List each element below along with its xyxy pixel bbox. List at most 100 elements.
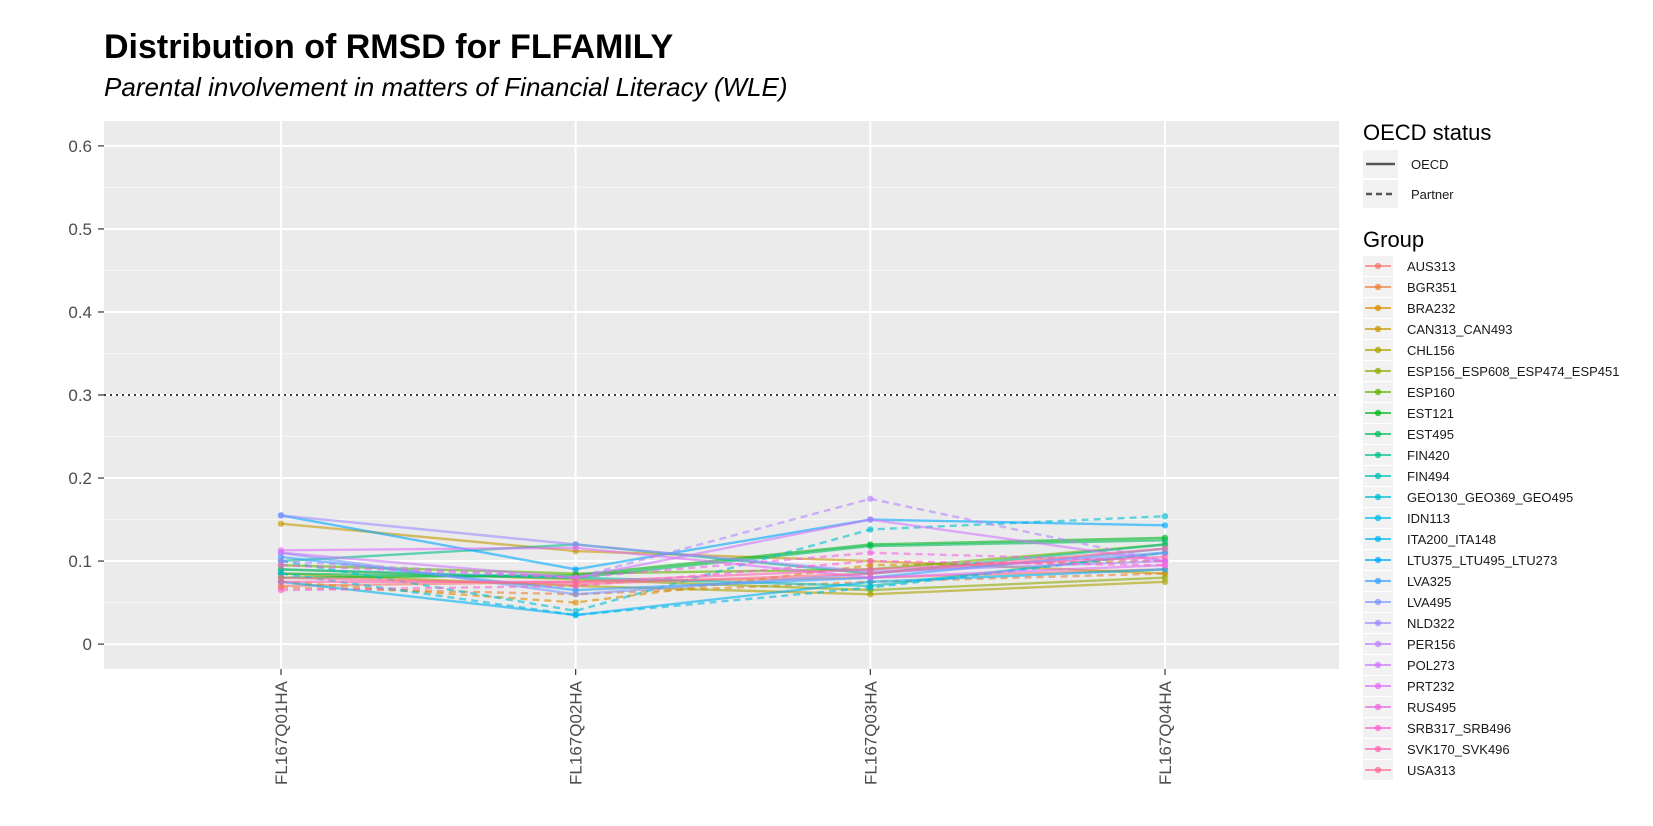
legend-group-key-point bbox=[1374, 514, 1382, 522]
legend-group-key-point bbox=[1374, 724, 1382, 732]
series-line bbox=[280, 518, 1166, 579]
legend-group-label: SRB317_SRB496 bbox=[1407, 721, 1511, 736]
legend-group-label: PER156 bbox=[1407, 637, 1455, 652]
legend-group-key-point bbox=[1374, 766, 1382, 774]
legend-group-label: EST495 bbox=[1407, 427, 1454, 442]
legend-linetype-items: OECD Partner bbox=[1363, 150, 1454, 208]
series-line bbox=[280, 568, 1166, 617]
legend: OECD status OECD Partner Group AUS313 BGR3… bbox=[1363, 120, 1620, 780]
series-point bbox=[1161, 553, 1169, 561]
legend-group-label: CAN313_CAN493 bbox=[1407, 322, 1513, 337]
series-point bbox=[867, 549, 874, 556]
legend-group-label: CHL156 bbox=[1407, 343, 1455, 358]
series-point bbox=[277, 562, 285, 569]
legend-group-key-point bbox=[1374, 598, 1382, 606]
legend-group-label: USA313 bbox=[1407, 763, 1455, 778]
x-tick-label: FL167Q03HA bbox=[861, 680, 880, 785]
series-point bbox=[277, 586, 285, 594]
legend-group-key-point bbox=[1374, 283, 1382, 291]
legend-group-key-point bbox=[1374, 304, 1382, 312]
legend-group-label: NLD322 bbox=[1407, 616, 1455, 631]
series-point bbox=[277, 520, 285, 527]
y-tick-label: 0.2 bbox=[68, 469, 92, 488]
legend-group-key-point bbox=[1374, 346, 1382, 354]
legend-group-key-point bbox=[1374, 535, 1382, 543]
series-line bbox=[280, 515, 1166, 613]
legend-group-label: IDN113 bbox=[1407, 511, 1450, 526]
y-tick-label: 0.1 bbox=[68, 552, 92, 571]
y-tick-label: 0.3 bbox=[68, 386, 92, 405]
series-point bbox=[1161, 545, 1169, 552]
series-point bbox=[572, 611, 579, 619]
chart-subtitle: Parental involvement in matters of Finan… bbox=[104, 72, 788, 102]
legend-group-key-point bbox=[1374, 493, 1382, 501]
series-line bbox=[280, 514, 1166, 574]
legend-group-label: FIN420 bbox=[1407, 448, 1450, 463]
x-tick-label: FL167Q02HA bbox=[567, 680, 586, 785]
legend-group-key-point bbox=[1374, 325, 1382, 333]
series-point bbox=[1161, 513, 1169, 520]
series-point bbox=[277, 574, 285, 581]
series-point bbox=[572, 599, 579, 606]
series-point bbox=[867, 570, 874, 577]
legend-group-key-point bbox=[1374, 451, 1382, 459]
series-point bbox=[1161, 522, 1169, 529]
y-tick-label: 0 bbox=[83, 635, 92, 654]
legend-linetype-label: OECD bbox=[1411, 157, 1449, 172]
series-point bbox=[867, 584, 874, 591]
series-line bbox=[280, 546, 1166, 579]
legend-group-key-point bbox=[1374, 367, 1382, 375]
legend-group-label: GEO130_GEO369_GEO495 bbox=[1407, 490, 1573, 505]
legend-group-label: LVA495 bbox=[1407, 595, 1451, 610]
x-axis: FL167Q01HA FL167Q02HA FL167Q03HA FL167Q04HA bbox=[272, 669, 1175, 785]
legend-group-label: ESP160 bbox=[1407, 385, 1455, 400]
legend-linetype-label: Partner bbox=[1411, 187, 1454, 202]
legend-group-label: SVK170_SVK496 bbox=[1407, 742, 1510, 757]
legend-linetype-title: OECD status bbox=[1363, 120, 1491, 145]
series-point bbox=[572, 566, 579, 573]
legend-group-label: LVA325 bbox=[1407, 574, 1451, 589]
series-point bbox=[572, 591, 579, 598]
series-line bbox=[280, 572, 1166, 596]
y-tick-label: 0.6 bbox=[68, 137, 92, 156]
legend-group-key-point bbox=[1374, 262, 1382, 270]
series-point bbox=[277, 512, 285, 519]
legend-group-key-point bbox=[1374, 556, 1382, 564]
legend-group-key-point bbox=[1374, 472, 1382, 480]
legend-group-key-point bbox=[1374, 430, 1382, 438]
legend-group-label: RUS495 bbox=[1407, 700, 1456, 715]
legend-group-label: EST121 bbox=[1407, 406, 1454, 421]
series-point bbox=[867, 516, 874, 523]
legend-group-label: BGR351 bbox=[1407, 280, 1457, 295]
legend-group-label: LTU375_LTU495_LTU273 bbox=[1407, 553, 1557, 568]
series-point bbox=[277, 547, 285, 554]
legend-group-label: AUS313 bbox=[1407, 259, 1455, 274]
legend-group-label: POL273 bbox=[1407, 658, 1455, 673]
legend-group-key-point bbox=[1374, 661, 1382, 669]
series-line bbox=[280, 559, 1166, 604]
legend-group-key-point bbox=[1374, 703, 1382, 711]
y-axis: 0 0.1 0.2 0.3 0.4 0.5 0.6 bbox=[68, 137, 104, 654]
series-points bbox=[277, 495, 1169, 619]
x-tick-label: FL167Q04HA bbox=[1156, 680, 1175, 785]
legend-group-key-point bbox=[1374, 619, 1382, 627]
legend-group-key-point bbox=[1374, 745, 1382, 753]
legend-group-label: FIN494 bbox=[1407, 469, 1450, 484]
series-point bbox=[1161, 562, 1169, 569]
series-line bbox=[280, 551, 1166, 617]
series-lines bbox=[280, 497, 1166, 617]
y-tick-label: 0.5 bbox=[68, 220, 92, 239]
legend-group-label: PRT232 bbox=[1407, 679, 1454, 694]
series-line bbox=[280, 497, 1166, 579]
series-line bbox=[280, 547, 1166, 586]
legend-group-label: ESP156_ESP608_ESP474_ESP451 bbox=[1407, 364, 1620, 379]
legend-group-items: AUS313 BGR351 BRA232 CAN313_CAN493 CHL156 ESP… bbox=[1363, 256, 1620, 780]
series-point bbox=[572, 544, 579, 551]
series-point bbox=[867, 526, 874, 533]
series-point bbox=[867, 542, 874, 550]
legend-group-label: ITA200_ITA148 bbox=[1407, 532, 1496, 547]
series-point bbox=[867, 495, 874, 502]
series-point bbox=[1161, 574, 1169, 581]
series-point bbox=[572, 581, 579, 588]
